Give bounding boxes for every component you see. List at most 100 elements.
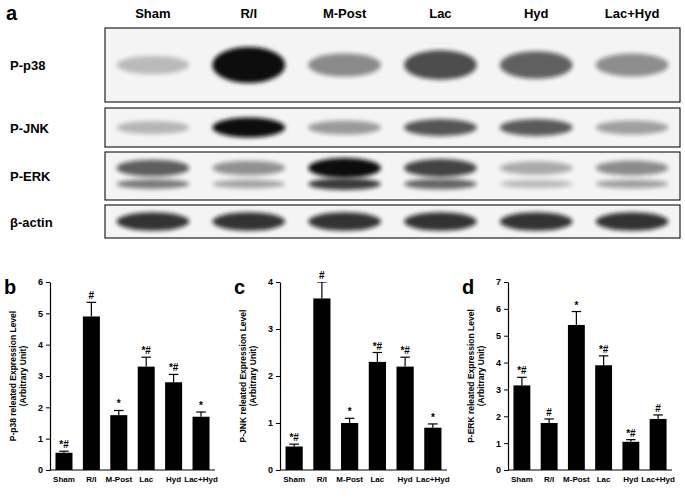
tick-label: Hyd [623, 475, 638, 484]
tick: 6 [496, 304, 508, 314]
axis-title: P-JNK releated Expression Level [238, 310, 248, 443]
tick-mark [46, 407, 50, 408]
error-line [146, 357, 147, 366]
error-bar [317, 282, 327, 298]
significance-label: # [89, 290, 95, 301]
figure: aShamR/IM-PostLacHydLac+HydP-p38P-JNKP-E… [0, 0, 685, 502]
error-bar [114, 410, 124, 415]
error-bar [428, 424, 438, 428]
blot-band [404, 159, 477, 177]
axis-line [50, 283, 51, 471]
tick: 5 [496, 331, 508, 341]
axis-title: (Arbitrary Unit) [476, 346, 486, 407]
significance-label: * [431, 412, 435, 423]
bar [165, 382, 182, 470]
bar [341, 423, 358, 470]
blot-band [404, 50, 477, 79]
tick-mark [46, 345, 50, 346]
error-cap [400, 357, 410, 358]
bar [55, 453, 72, 470]
tick-label: 4 [268, 277, 273, 287]
tick-label: M-Post [563, 475, 590, 484]
tick: 2 [496, 412, 508, 422]
error-bar [59, 451, 69, 453]
significance-label: *# [599, 344, 609, 355]
tick-mark [504, 443, 508, 444]
tick: Lac [370, 470, 384, 484]
axis-line [280, 283, 281, 471]
tick-label: Hyd [398, 475, 413, 484]
y-axis: 0123456 [38, 277, 51, 475]
bar [313, 298, 330, 470]
tick-label: 5 [496, 331, 501, 341]
tick-label: Lac [139, 475, 153, 484]
significance-label: # [319, 270, 325, 281]
axis-line [280, 469, 447, 470]
tick-label: M-Post [105, 475, 132, 484]
error-line [349, 418, 350, 423]
panel-label: b [4, 276, 16, 298]
bar [595, 365, 612, 470]
tick: Lac+Hyd [641, 470, 675, 484]
x-axis: Sham R/I M-Post Lac HydLac+Hyd [508, 470, 675, 484]
bar [541, 423, 558, 470]
tick-label: 1 [496, 439, 501, 449]
tick-mark [504, 389, 508, 390]
bar-chart: *##**#*##01234567ShamR/IM-PostLacHydLac+… [462, 276, 675, 484]
lane-label: R/I [240, 6, 257, 21]
tick-label: Lac [370, 475, 384, 484]
blot-band [212, 118, 285, 138]
tick-label: 0 [496, 465, 501, 475]
tick-mark [276, 282, 280, 283]
blot-band [308, 120, 381, 134]
tick-label: 2 [38, 403, 43, 413]
tick: Sham [511, 470, 533, 484]
error-bar [400, 357, 410, 366]
tick-mark [504, 363, 508, 364]
tick: 3 [496, 385, 508, 395]
blot-band [404, 119, 477, 136]
lane-label: Lac [429, 6, 451, 21]
error-line [549, 419, 550, 423]
bar-chart: *##**#*#*0123456ShamR/IM-PostLacHydLac+H… [4, 276, 218, 484]
plot-area [286, 282, 442, 470]
tick-label: Lac+Hyd [416, 475, 450, 484]
blot-band [308, 178, 381, 190]
tick: 6 [38, 277, 50, 287]
blot-band [117, 56, 190, 74]
significance-label: *# [626, 428, 636, 439]
significance-label: * [348, 406, 352, 417]
tick-mark [46, 313, 50, 314]
error-bar [141, 357, 151, 366]
significance-label: # [655, 403, 661, 414]
bar [568, 325, 585, 470]
blot-band [117, 121, 190, 134]
tick-mark [504, 282, 508, 283]
tick-mark [276, 423, 280, 424]
tick-label: Sham [283, 475, 305, 484]
tick-mark [46, 470, 50, 471]
tick-label: R/I [544, 475, 554, 484]
blot-band [500, 161, 573, 175]
tick-label: 2 [268, 371, 273, 381]
error-bar [169, 374, 179, 382]
bar [424, 428, 441, 470]
tick-label: 1 [268, 418, 273, 428]
tick-label: M-Post [336, 475, 363, 484]
axis-line [508, 469, 672, 470]
blot-band [212, 47, 285, 83]
lane-label: Hyd [524, 6, 549, 21]
error-cap [428, 423, 438, 424]
error-cap [87, 302, 97, 303]
error-bar [653, 415, 662, 419]
error-bar [572, 312, 581, 325]
bar [622, 442, 639, 470]
tick-label: Lac [597, 475, 611, 484]
row-label: P-p38 [10, 58, 45, 73]
row-label: P-JNK [10, 121, 50, 136]
row-label: P-ERK [10, 169, 51, 184]
tick: 1 [496, 439, 508, 449]
tick: 3 [268, 324, 280, 334]
error-cap [653, 414, 662, 415]
bar [83, 316, 100, 470]
